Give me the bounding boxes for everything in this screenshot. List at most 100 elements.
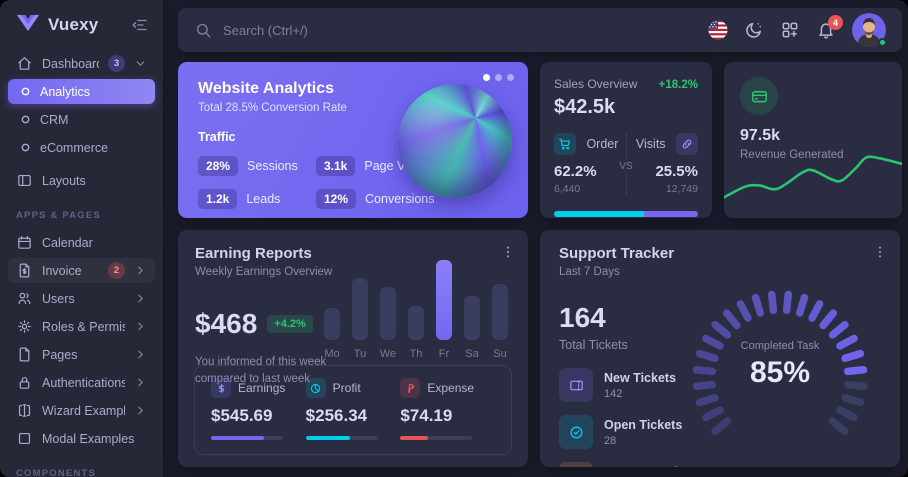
expense-stat: Expense $74.19: [400, 378, 495, 440]
chevron-right-icon: [134, 264, 147, 277]
stat-conversions: 12% Conversions: [316, 189, 435, 209]
top-navbar: 4: [178, 8, 902, 52]
circle-bullet-icon: [20, 114, 31, 125]
section-header-components: COMPONENTS: [16, 468, 97, 477]
total-tickets-value: 164: [559, 302, 606, 333]
card-title: Website Analytics: [198, 80, 335, 97]
order-column: Order 62.2% 6,440: [554, 133, 626, 195]
stat-sessions: 28% Sessions: [198, 156, 316, 176]
global-search: [194, 21, 708, 40]
sidebar-collapse-icon[interactable]: [131, 16, 149, 34]
chevron-right-icon: [134, 320, 147, 333]
gauge-value: 85%: [749, 356, 811, 389]
earnings-delta-badge: +4.2%: [267, 315, 313, 333]
carousel-dot[interactable]: [483, 74, 490, 81]
brand-name: Vuexy: [48, 15, 99, 34]
earnings-stat: Earnings $545.69: [211, 378, 306, 440]
sales-amount: $42.5k: [554, 96, 616, 118]
sidebar-item-users[interactable]: Users: [8, 286, 155, 311]
notifications-bell-icon[interactable]: 4: [816, 15, 843, 40]
profit-stat: Profit $256.34: [305, 378, 401, 440]
home-icon: [16, 55, 33, 72]
square-icon: [16, 430, 33, 447]
visits-count: 12,749: [665, 183, 698, 195]
circle-bullet-icon: [20, 142, 31, 153]
support-tracker-card: Support Tracker Last 7 Days 164 Total Ti…: [540, 230, 900, 467]
carousel-dot[interactable]: [495, 74, 502, 81]
kebab-menu-icon[interactable]: [872, 244, 888, 260]
dashboard-badge: 3: [108, 55, 125, 72]
invoice-icon: [16, 262, 33, 279]
main-content: 4 Website Analytics Total 28.5% Conversi…: [163, 0, 908, 477]
file-icon: [16, 346, 33, 363]
sidebar-item-ecommerce[interactable]: eCommerce: [8, 135, 155, 160]
response-time-item: Response Time1 Day: [559, 462, 881, 467]
kebab-menu-icon[interactable]: [500, 244, 516, 260]
open-tickets-item: Open Tickets 28: [559, 415, 881, 449]
vuexy-logo-icon[interactable]: [16, 14, 40, 36]
sidebar-item-roles-permissions[interactable]: Roles & Permissions: [8, 314, 155, 339]
theme-toggle-moon-icon[interactable]: [744, 20, 764, 40]
cart-icon: [554, 133, 576, 155]
language-flag-icon[interactable]: [708, 20, 728, 40]
carousel-dot[interactable]: [507, 74, 514, 81]
new-tickets-item: New Tickets 142: [559, 368, 881, 402]
search-input[interactable]: [223, 22, 523, 38]
invoice-badge: 2: [108, 262, 125, 279]
report-progress: [305, 436, 378, 440]
revenue-generated-card: 97.5k Revenue Generated: [724, 62, 902, 218]
sidebar-item-crm[interactable]: CRM: [8, 107, 155, 132]
online-status-dot: [878, 38, 887, 47]
lock-icon: [16, 374, 33, 391]
sidebar-item-analytics[interactable]: Analytics: [8, 79, 155, 104]
stat-leads: 1.2k Leads: [198, 189, 316, 209]
sales-delta: +18.2%: [658, 79, 698, 91]
section-header-apps-pages: APPS & PAGES: [16, 210, 101, 221]
order-visits-ratio-bar: [554, 211, 698, 217]
card-title: Support Tracker: [559, 245, 675, 262]
sidebar-item-calendar[interactable]: Calendar: [8, 230, 155, 255]
circle-bullet-icon: [20, 86, 31, 97]
paypal-icon: [400, 378, 421, 398]
chevron-right-icon: [134, 292, 147, 305]
revenue-label: Revenue Generated: [740, 149, 844, 161]
visits-percent: 25.5%: [655, 163, 698, 180]
order-percent: 62.2%: [554, 163, 597, 180]
website-analytics-card: Website Analytics Total 28.5% Conversion…: [178, 62, 528, 218]
sidebar-item-dashboard[interactable]: Dashboard 3: [8, 51, 155, 76]
sidebar-item-wizard-examples[interactable]: Wizard Examples: [8, 398, 155, 423]
sidebar-item-invoice[interactable]: Invoice 2: [8, 258, 155, 283]
card-title: Sales Overview: [554, 77, 638, 91]
sidebar-item-pages[interactable]: Pages: [8, 342, 155, 367]
users-icon: [16, 290, 33, 307]
traffic-label: Traffic: [198, 130, 236, 144]
vs-label: VS: [619, 159, 633, 174]
sales-overview-card: Sales Overview +18.2% $42.5k VS Order 62…: [540, 62, 712, 218]
cards-row-2: Earning Reports Weekly Earnings Overview…: [178, 230, 902, 467]
wizard-icon: [16, 402, 33, 419]
decorative-sphere-graphic: [398, 84, 512, 198]
link-icon: [676, 133, 698, 155]
card-subtitle: Total 28.5% Conversion Rate: [198, 102, 347, 114]
order-vs-visits: VS Order 62.2% 6,440 Visits 25.5% 12,749: [554, 133, 698, 195]
chevron-right-icon: [134, 376, 147, 389]
clock-icon: [559, 462, 593, 467]
revenue-sparkline-chart: [724, 155, 902, 199]
brand: Vuexy: [8, 10, 155, 48]
ticket-icon: [559, 368, 593, 402]
gauge-label: Completed Task: [740, 340, 820, 352]
sidebar-item-authentications[interactable]: Authentications: [8, 370, 155, 395]
shortcuts-grid-icon[interactable]: [780, 20, 800, 40]
report-progress: [211, 436, 283, 440]
carousel-dots: [483, 74, 514, 81]
completed-task-gauge: Completed Task 85%: [680, 278, 880, 467]
sidebar-item-modal-examples[interactable]: Modal Examples: [8, 426, 155, 451]
search-icon: [194, 21, 213, 40]
report-progress: [400, 436, 473, 440]
weekly-earnings-bar-chart: Mo Tu We Th Fr Sa Su: [324, 258, 512, 360]
chevron-right-icon: [134, 404, 147, 417]
user-avatar[interactable]: [852, 13, 887, 47]
revenue-value: 97.5k: [740, 127, 781, 144]
sidebar-item-layouts[interactable]: Layouts: [8, 168, 155, 193]
